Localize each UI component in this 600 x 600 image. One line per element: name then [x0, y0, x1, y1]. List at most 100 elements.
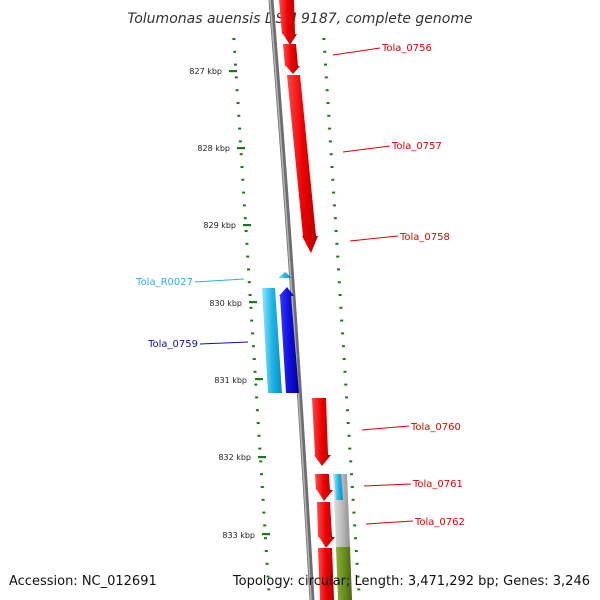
scale-tick [255, 378, 263, 381]
left-track-dot [249, 306, 253, 309]
gene-label-tola-0758[interactable]: Tola_0758 [399, 232, 450, 243]
left-track-dot [250, 319, 254, 322]
gene-tola-r0027[interactable] [278, 272, 292, 278]
left-track-dot [238, 127, 242, 130]
right-track-dot [351, 498, 355, 501]
left-track-dot [242, 204, 246, 207]
left-track-dot [247, 268, 250, 271]
left-track-dot [251, 332, 255, 335]
gene-tola-0761[interactable] [315, 474, 333, 501]
gene-label-tola-r0027[interactable]: Tola_R0027 [135, 277, 193, 288]
scale-label: 829 kbp [203, 221, 236, 230]
right-track-dot [344, 383, 348, 386]
left-track-dot [259, 460, 263, 463]
left-track-dot [242, 191, 246, 194]
gene-label-tola-0762[interactable]: Tola_0762 [414, 517, 465, 528]
left-track-dot [260, 486, 264, 488]
left-track-dot [244, 230, 248, 232]
right-track-dot [354, 550, 358, 552]
gene-label-tola-0759[interactable]: Tola_0759 [147, 339, 198, 350]
right-track-dot [327, 114, 331, 117]
right-track-dot [330, 166, 334, 168]
adjacent-feature-band[interactable] [333, 474, 352, 600]
map-title: Tolumonas auensis DSM 9187, complete gen… [127, 11, 472, 27]
left-track-dot [257, 434, 261, 437]
scale-tick [237, 147, 245, 150]
right-track-dot [356, 575, 360, 578]
scale-tick [262, 533, 270, 536]
left-track-dot [234, 63, 237, 66]
leader-line [199, 341, 249, 345]
scale-tick [249, 301, 257, 304]
right-track-dot [324, 63, 327, 66]
right-track-dot [348, 447, 352, 450]
left-track-dot [255, 396, 259, 399]
left-track-dot [260, 473, 263, 476]
topology-text: Topology: circular; Length: 3,471,292 bp… [232, 574, 590, 589]
gene-tola-0759[interactable] [262, 287, 299, 393]
left-track-dot [232, 38, 236, 40]
right-track-dot [338, 294, 342, 296]
gene-tola-0760[interactable] [312, 398, 331, 466]
right-track-dot [350, 473, 353, 476]
left-track-dot [263, 524, 267, 527]
left-track-dot [258, 447, 262, 450]
scale-label: 832 kbp [218, 453, 251, 462]
scale-label: 827 kbp [189, 67, 222, 76]
right-track-dot [350, 486, 354, 488]
right-track-dot [331, 178, 335, 181]
right-track-dot [332, 204, 336, 207]
scale-tick [258, 456, 266, 459]
leader-line [349, 235, 399, 242]
gene-tola-0762[interactable] [317, 502, 335, 600]
left-dotted-track [232, 38, 271, 591]
scale-label: 831 kbp [214, 376, 247, 385]
right-track-dot [322, 38, 326, 40]
left-track-dot [251, 345, 255, 348]
left-track-dot [238, 140, 242, 143]
gene-tola-0757[interactable] [287, 75, 318, 253]
genome-backbone [268, 0, 315, 600]
right-track-dot [323, 50, 327, 53]
scale-label: 833 kbp [222, 531, 255, 540]
left-track-dot [264, 550, 268, 552]
left-track-dot [240, 166, 244, 168]
left-track-dot [241, 178, 245, 181]
left-track-dot [252, 358, 256, 360]
left-track-dot [264, 537, 267, 540]
right-track-dot [339, 306, 343, 309]
leader-line [361, 425, 410, 431]
right-track-dot [341, 332, 345, 335]
right-track-dot [334, 230, 338, 232]
right-track-dot [353, 524, 357, 527]
left-track-dot [236, 102, 240, 104]
gene-tola-0756[interactable] [279, 0, 300, 74]
left-track-dot [239, 153, 243, 156]
right-track-dot [328, 140, 332, 143]
right-track-dot [324, 76, 328, 79]
left-track-dot [253, 370, 257, 373]
right-track-dot [357, 588, 361, 591]
gene-label-tola-0761[interactable]: Tola_0761 [412, 479, 463, 490]
right-track-dot [329, 153, 333, 156]
left-track-dot [267, 588, 271, 591]
right-track-dot [352, 511, 356, 514]
left-track-dot [256, 422, 260, 424]
right-track-dot [340, 319, 344, 322]
left-track-dot [235, 89, 239, 92]
gene-label-tola-0757[interactable]: Tola_0757 [391, 141, 442, 152]
right-track-dot [337, 281, 341, 284]
right-dotted-track [322, 38, 361, 591]
left-track-dot [233, 50, 237, 53]
left-track-dot [255, 409, 259, 412]
left-track-dot [245, 242, 249, 245]
gene-label-tola-0760[interactable]: Tola_0760 [410, 422, 461, 433]
scale-label: 830 kbp [209, 299, 242, 308]
right-track-dot [342, 358, 346, 360]
gene-label-tola-0756[interactable]: Tola_0756 [381, 43, 432, 54]
right-track-dot [349, 460, 353, 463]
right-track-dot [346, 422, 350, 424]
right-track-dot [333, 217, 337, 220]
leader-line [365, 520, 414, 525]
